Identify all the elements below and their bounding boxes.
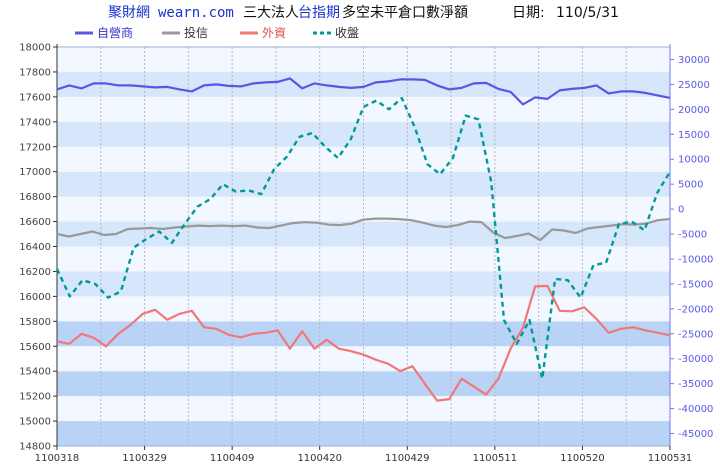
right-tick-label: -45000: [678, 429, 713, 440]
right-tick-label: -15000: [678, 279, 713, 290]
right-tick-label: -30000: [678, 354, 713, 365]
site-name[interactable]: 聚財網: [108, 5, 150, 21]
x-tick-label: 1100409: [210, 453, 255, 464]
left-tick-label: 15400: [19, 367, 51, 378]
date-label: 日期:: [512, 5, 545, 21]
left-tick-label: 16000: [19, 292, 51, 303]
left-tick-label: 16200: [19, 267, 51, 278]
left-tick-label: 17400: [19, 117, 51, 128]
left-tick-label: 14800: [19, 442, 51, 453]
right-tick-label: 0: [678, 205, 684, 216]
title-prefix: 三大法人: [243, 5, 299, 21]
site-url[interactable]: wearn.com: [158, 5, 234, 21]
right-tick-label: 20000: [678, 105, 710, 116]
x-tick-label: 1100520: [560, 453, 605, 464]
legend-label: 投信: [184, 25, 208, 40]
legend-label: 自營商: [97, 25, 133, 40]
right-tick-label: -5000: [678, 230, 707, 241]
left-tick-label: 15800: [19, 317, 51, 328]
legend-label: 收盤: [335, 26, 359, 40]
right-tick-label: -20000: [678, 304, 713, 315]
right-tick-label: 15000: [678, 130, 710, 141]
right-tick-label: 5000: [678, 180, 703, 191]
plot-band: [57, 321, 670, 346]
left-tick-label: 17600: [19, 92, 51, 103]
right-tick-label: 30000: [678, 55, 710, 66]
right-tick-label: -25000: [678, 329, 713, 340]
title-highlight: 台指期: [298, 5, 340, 21]
chart-legend: 自營商 投信 外資 收盤: [75, 25, 359, 40]
left-tick-label: 17800: [19, 67, 51, 78]
x-tick-label: 1100420: [297, 453, 342, 464]
right-tick-label: -10000: [678, 254, 713, 265]
plot-bands: [57, 47, 670, 446]
title-suffix: 多空未平倉口數淨額: [342, 4, 468, 21]
x-tick-label: 1100511: [473, 453, 518, 464]
chart-header: 聚財網 wearn.com 三大法人 台指期 多空未平倉口數淨額 日期: 110…: [108, 4, 619, 21]
plot-band: [57, 222, 670, 247]
left-tick-label: 15000: [19, 417, 51, 428]
x-tick-label: 1100531: [648, 453, 693, 464]
x-tick-label: 1100429: [385, 453, 430, 464]
left-tick-label: 16600: [19, 217, 51, 228]
right-tick-label: -35000: [678, 379, 713, 390]
legend-label: 外資: [262, 26, 286, 40]
left-tick-label: 16400: [19, 242, 51, 253]
x-tick-label: 1100329: [122, 453, 167, 464]
x-tick-label: 1100318: [35, 453, 80, 464]
left-tick-label: 15200: [19, 392, 51, 403]
left-tick-label: 15600: [19, 342, 51, 353]
left-tick-label: 16800: [19, 192, 51, 203]
right-tick-label: -40000: [678, 404, 713, 415]
right-tick-label: 10000: [678, 155, 710, 166]
date-value: 110/5/31: [556, 5, 619, 21]
right-tick-label: 25000: [678, 80, 710, 91]
left-tick-label: 17200: [19, 142, 51, 153]
left-tick-label: 18000: [19, 43, 51, 54]
left-tick-label: 17000: [19, 167, 51, 178]
